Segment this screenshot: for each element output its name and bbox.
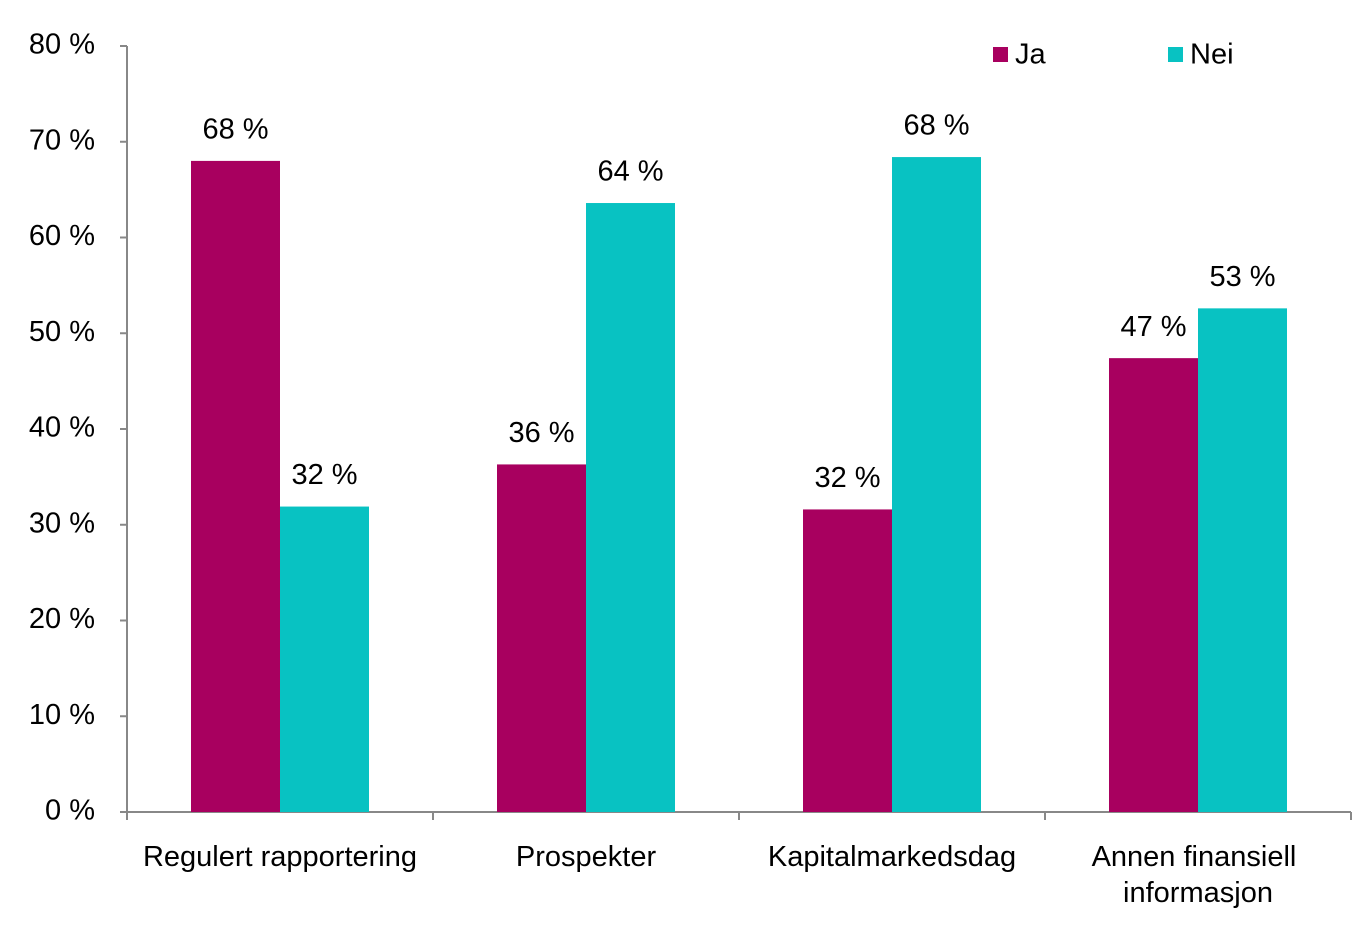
data-label: 64 %	[597, 156, 663, 188]
bar	[892, 157, 981, 812]
x-tick-label-line: Regulert rapportering	[143, 841, 417, 873]
legend-label: Ja	[1015, 39, 1047, 71]
data-label: 68 %	[903, 110, 969, 142]
legend-swatch	[1168, 47, 1183, 62]
bar	[1109, 358, 1198, 812]
bar	[803, 509, 892, 812]
bar	[191, 160, 280, 812]
x-tick-label-line: Annen finansiell	[1092, 841, 1305, 873]
legend-swatch	[993, 47, 1008, 62]
bar	[1198, 308, 1287, 812]
y-tick-label: 10 %	[29, 699, 95, 731]
bar	[497, 464, 586, 812]
y-tick-label: 20 %	[29, 603, 95, 635]
y-tick-label: 50 %	[29, 316, 95, 348]
y-tick-label: 60 %	[29, 220, 95, 252]
legend-label: Nei	[1190, 39, 1234, 71]
bar	[586, 203, 675, 812]
data-label: 68 %	[202, 114, 268, 146]
data-label: 32 %	[291, 459, 357, 491]
x-tick-label-line: Kapitalmarkedsdag	[768, 841, 1016, 873]
x-tick-label: Regulert rapportering	[143, 841, 417, 873]
y-tick-label: 80 %	[29, 29, 95, 61]
y-tick-label: 0 %	[45, 795, 95, 827]
data-label: 47 %	[1120, 311, 1186, 343]
y-tick-label: 40 %	[29, 412, 95, 444]
x-tick-label: Prospekter	[516, 841, 657, 873]
data-label: 36 %	[508, 417, 574, 449]
y-tick-label: 30 %	[29, 507, 95, 539]
x-tick-label-line: informasjon	[1123, 877, 1273, 909]
y-tick-label: 70 %	[29, 124, 95, 156]
x-tick-label: Annen finansiell informasjon	[1092, 841, 1305, 909]
x-tick-label-line: Prospekter	[516, 841, 657, 873]
bar	[280, 506, 369, 812]
data-label: 32 %	[814, 462, 880, 494]
x-tick-label: Kapitalmarkedsdag	[768, 841, 1016, 873]
data-label: 53 %	[1209, 261, 1275, 293]
